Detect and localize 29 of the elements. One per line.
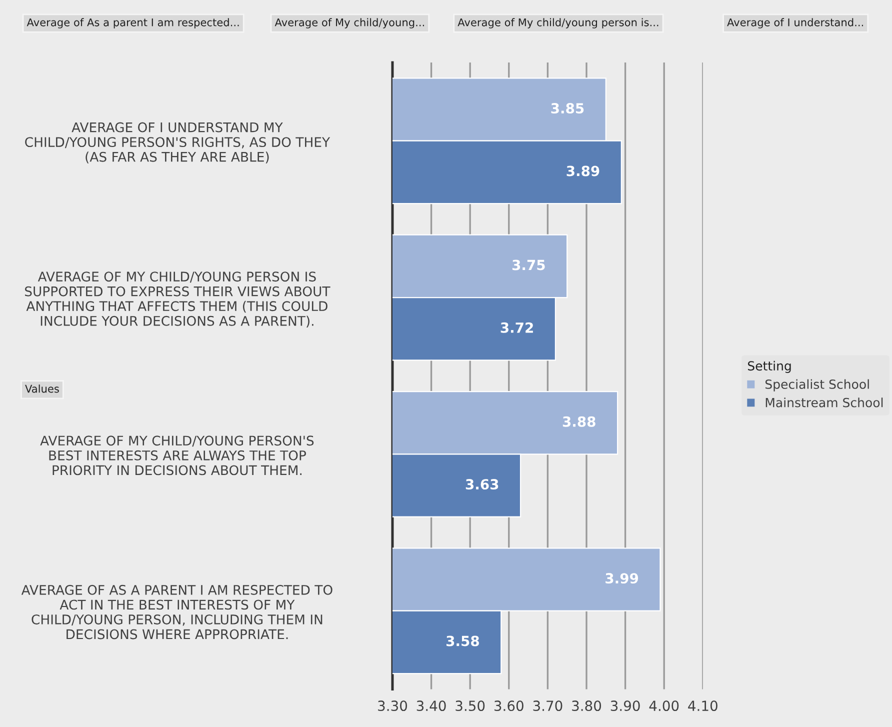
data-label: 3.58 <box>446 636 479 646</box>
x-tick-label: 3.70 <box>533 700 562 712</box>
text: Average of I understand... <box>727 18 864 28</box>
data-label: 3.75 <box>512 260 545 270</box>
text: Average of My child/young person is... <box>458 18 658 28</box>
y-tick-label: AVERAGE OF MY CHILD/YOUNG PERSON IS SUPPORTED TO EXPRESS THEIR VIEWS ABOUT ANYTHING THAT AFFECTS THEM (THIS COULD INCLUDE YOUR DECISIONS AS A PARENT). <box>25 272 330 328</box>
x-tick-label: 3.30 <box>378 700 408 712</box>
text: Average of As a parent I am respected... <box>26 18 239 28</box>
data-label: 3.89 <box>566 166 600 176</box>
text: Values <box>25 384 59 393</box>
x-tick-label: 4.10 <box>688 700 718 712</box>
x-tick-label: 3.40 <box>416 700 446 712</box>
data-label: 3.85 <box>551 103 584 114</box>
x-tick-label: 3.80 <box>572 700 602 712</box>
legend-label: Specialist School <box>765 379 869 392</box>
y-tick-label: AVERAGE OF MY CHILD/YOUNG PERSON'S BEST INTERESTS ARE ALWAYS THE TOP PRIORITY IN DECISIONS ABOUT THEM. <box>40 436 314 476</box>
y-tick-label: AVERAGE OF I UNDERSTAND MY CHILD/YOUNG PERSON'S RIGHTS, AS DO THEY (AS FAR AS THEY ARE ABLE) <box>25 122 330 164</box>
text: Average of My child/young... <box>274 18 424 28</box>
data-label: 3.99 <box>606 573 638 584</box>
data-label: 3.63 <box>466 479 498 490</box>
x-tick-label: 3.90 <box>610 700 640 712</box>
x-tick-label: 3.50 <box>456 700 485 712</box>
x-tick-label: 3.60 <box>494 700 524 712</box>
data-label: 3.88 <box>562 416 596 427</box>
x-tick-label: 4.00 <box>649 700 679 712</box>
legend-label: Mainstream School <box>766 398 883 408</box>
data-label: 3.72 <box>500 322 533 333</box>
y-tick-label: AVERAGE OF AS A PARENT I AM RESPECTED TO ACT IN THE BEST INTERESTS OF MY CHILD/YOUNG PERSON, INCLUDING THEM IN DECISIONS WHERE APPROPRIATE. <box>21 584 332 640</box>
legend-title: Setting <box>748 360 791 374</box>
